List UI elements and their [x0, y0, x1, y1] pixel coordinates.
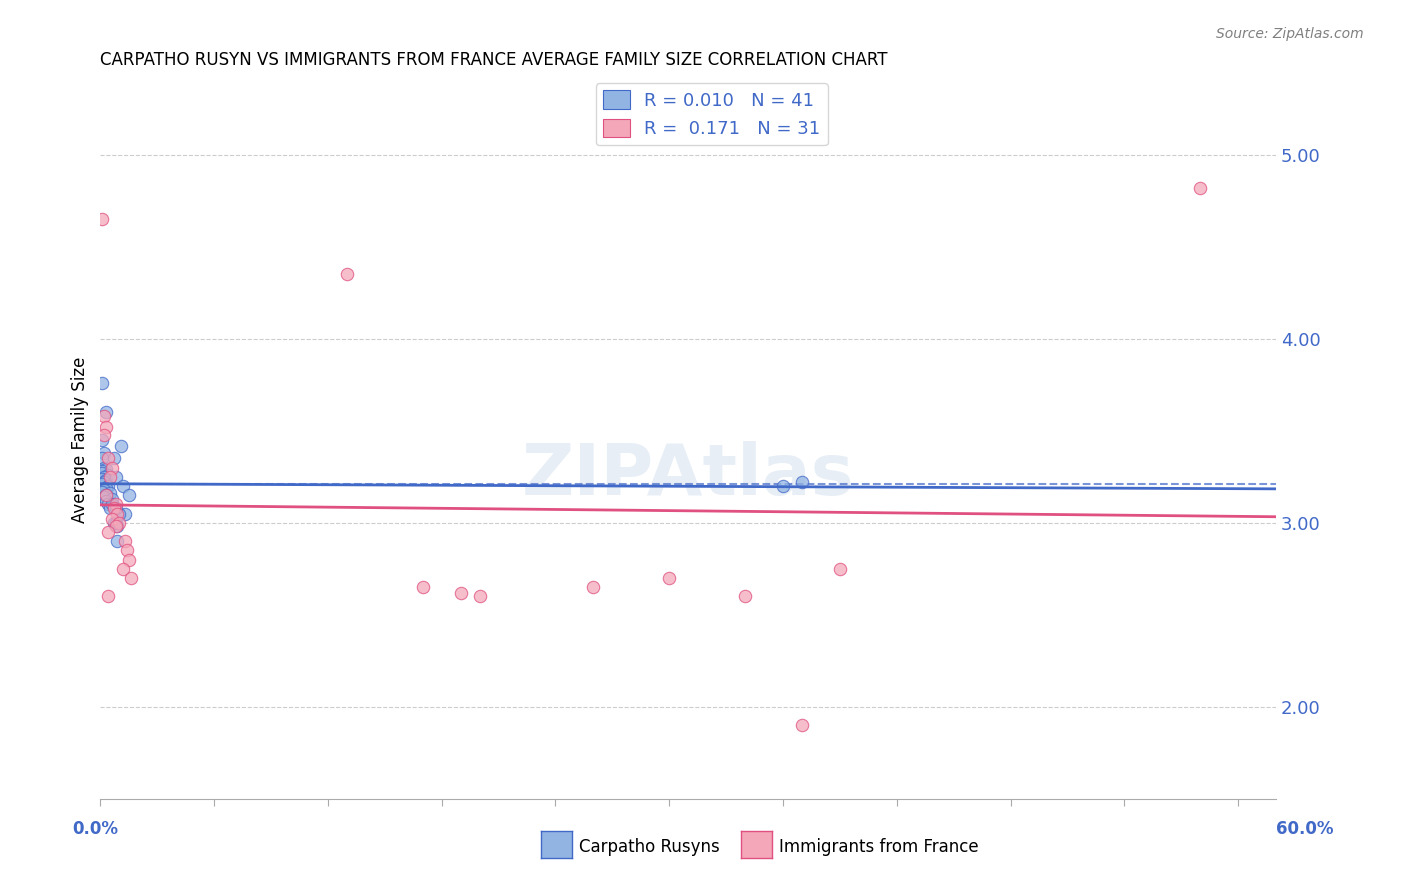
- Point: [772, 479, 794, 493]
- Point: [104, 497, 127, 511]
- Point: [104, 516, 127, 530]
- Point: [100, 497, 122, 511]
- Point: [112, 479, 135, 493]
- Point: [108, 507, 131, 521]
- Point: [97, 451, 120, 466]
- Point: [450, 585, 472, 599]
- Point: [120, 571, 142, 585]
- Point: [103, 451, 125, 466]
- Text: 0.0%: 0.0%: [73, 820, 118, 838]
- Point: [97, 479, 120, 493]
- Point: [94, 481, 117, 495]
- Text: Source: ZipAtlas.com: Source: ZipAtlas.com: [1216, 27, 1364, 41]
- Point: [336, 268, 359, 282]
- Point: [110, 438, 132, 452]
- Point: [93, 490, 115, 504]
- Point: [103, 501, 125, 516]
- Point: [91, 466, 114, 480]
- Point: [94, 420, 117, 434]
- Point: [114, 534, 136, 549]
- Point: [93, 427, 115, 442]
- Point: [412, 580, 434, 594]
- Point: [94, 462, 117, 476]
- Point: [91, 472, 114, 486]
- Point: [91, 451, 114, 466]
- Point: [104, 501, 127, 516]
- Point: [93, 475, 115, 490]
- Y-axis label: Average Family Size: Average Family Size: [72, 357, 89, 524]
- Point: [1189, 181, 1212, 195]
- Point: [790, 718, 813, 732]
- Point: [91, 433, 114, 447]
- Point: [100, 512, 122, 526]
- Point: [93, 483, 115, 497]
- Point: [107, 507, 129, 521]
- Point: [100, 491, 122, 506]
- Text: ZIPAtlas: ZIPAtlas: [522, 442, 855, 510]
- Point: [104, 519, 127, 533]
- Point: [828, 562, 851, 576]
- Point: [97, 524, 120, 539]
- Point: [98, 501, 121, 516]
- Point: [582, 580, 605, 594]
- Point: [468, 590, 491, 604]
- Point: [114, 507, 136, 521]
- Point: [790, 475, 813, 490]
- Point: [91, 464, 114, 478]
- Text: 60.0%: 60.0%: [1277, 820, 1333, 838]
- Point: [91, 484, 114, 499]
- Point: [658, 571, 681, 585]
- Point: [97, 590, 120, 604]
- Text: CARPATHO RUSYN VS IMMIGRANTS FROM FRANCE AVERAGE FAMILY SIZE CORRELATION CHART: CARPATHO RUSYN VS IMMIGRANTS FROM FRANCE…: [100, 51, 887, 69]
- Point: [98, 486, 121, 500]
- Legend: R = 0.010   N = 41, R =  0.171   N = 31: R = 0.010 N = 41, R = 0.171 N = 31: [596, 83, 828, 145]
- Point: [115, 543, 138, 558]
- Point: [97, 467, 120, 482]
- Point: [93, 446, 115, 460]
- Point: [91, 477, 114, 491]
- Point: [93, 460, 115, 475]
- Point: [94, 474, 117, 488]
- Point: [107, 519, 129, 533]
- Text: Carpatho Rusyns: Carpatho Rusyns: [579, 838, 720, 856]
- Point: [103, 516, 125, 530]
- Point: [107, 534, 129, 549]
- Point: [108, 516, 131, 530]
- Point: [734, 590, 756, 604]
- Point: [93, 409, 115, 423]
- Point: [91, 376, 114, 390]
- Point: [91, 212, 114, 227]
- Point: [94, 493, 117, 508]
- Point: [94, 488, 117, 502]
- Point: [98, 470, 121, 484]
- Point: [104, 470, 127, 484]
- Point: [93, 470, 115, 484]
- Point: [94, 488, 117, 502]
- Point: [118, 552, 141, 566]
- Point: [94, 405, 117, 419]
- Point: [112, 562, 135, 576]
- Text: Immigrants from France: Immigrants from France: [779, 838, 979, 856]
- Point: [100, 460, 122, 475]
- Point: [118, 488, 141, 502]
- Point: [97, 497, 120, 511]
